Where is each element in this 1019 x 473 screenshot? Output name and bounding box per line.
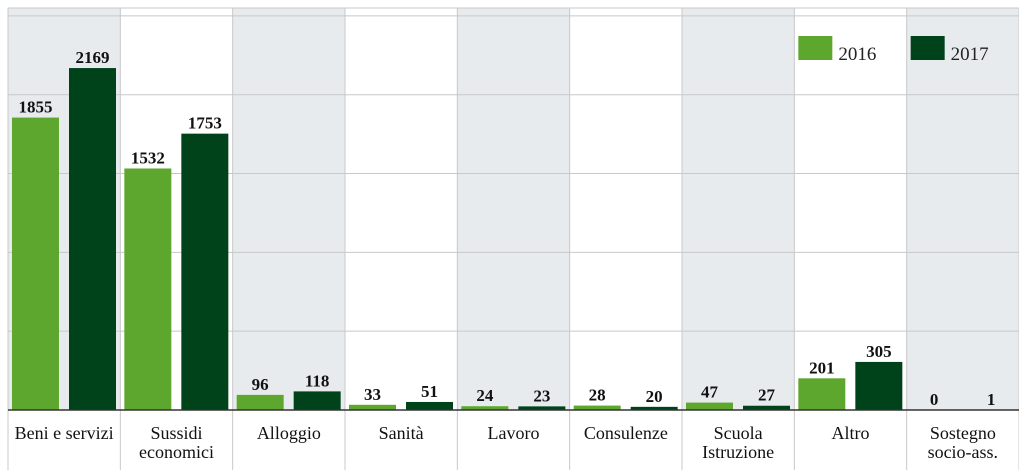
x-tick-label: Sostegno socio-ass. bbox=[927, 423, 999, 462]
bar bbox=[686, 402, 733, 410]
bar bbox=[461, 406, 509, 410]
bar bbox=[630, 406, 678, 410]
value-label: 201 bbox=[809, 358, 835, 377]
value-label: 1753 bbox=[188, 114, 222, 133]
value-label: 51 bbox=[421, 382, 438, 401]
value-label: 305 bbox=[866, 342, 892, 361]
bar bbox=[293, 391, 341, 410]
x-tick-label: Sussidi economici bbox=[139, 423, 214, 462]
bar bbox=[12, 117, 59, 411]
value-label: 1855 bbox=[19, 98, 53, 117]
bar bbox=[855, 361, 903, 410]
bar bbox=[236, 394, 284, 410]
column-band bbox=[682, 8, 795, 410]
column-band bbox=[906, 8, 1019, 410]
value-label: 1532 bbox=[131, 148, 165, 167]
column-band bbox=[232, 8, 345, 410]
value-label: 1 bbox=[987, 390, 996, 409]
legend-label: 2017 bbox=[951, 44, 989, 65]
bar bbox=[406, 401, 453, 410]
x-tick-label: Sanità bbox=[378, 423, 424, 443]
value-label: 96 bbox=[252, 375, 269, 394]
value-label: 118 bbox=[305, 371, 330, 390]
legend-swatch bbox=[910, 36, 945, 60]
value-label: 47 bbox=[701, 383, 719, 402]
legend-swatch bbox=[798, 36, 833, 60]
x-tick-label: Lavoro bbox=[487, 423, 540, 443]
x-tick-label: Consulenze bbox=[583, 423, 668, 443]
value-label: 33 bbox=[364, 385, 381, 404]
value-label: 2169 bbox=[76, 48, 110, 67]
value-label: 28 bbox=[589, 386, 606, 405]
value-label: 20 bbox=[646, 387, 663, 406]
column-band bbox=[457, 8, 570, 410]
value-label: 27 bbox=[758, 386, 776, 405]
x-tick-label: Beni e servizi bbox=[14, 423, 114, 443]
bar bbox=[69, 68, 116, 410]
legend-label: 2016 bbox=[838, 44, 876, 65]
bar bbox=[573, 405, 621, 410]
bar bbox=[518, 406, 566, 410]
value-label: 24 bbox=[476, 386, 494, 405]
value-label: 23 bbox=[533, 386, 550, 405]
x-tick-label: Scuola Istruzione bbox=[702, 423, 775, 462]
column-band bbox=[569, 8, 682, 410]
bar bbox=[181, 133, 229, 410]
x-tick-label: Alloggio bbox=[256, 423, 321, 443]
bar bbox=[798, 378, 846, 410]
value-label: 0 bbox=[930, 390, 939, 409]
bar bbox=[124, 168, 172, 410]
bar bbox=[349, 404, 396, 410]
bar bbox=[743, 405, 790, 410]
column-band bbox=[794, 8, 907, 410]
x-tick-label: Altro bbox=[831, 423, 870, 443]
column-band bbox=[345, 8, 458, 410]
